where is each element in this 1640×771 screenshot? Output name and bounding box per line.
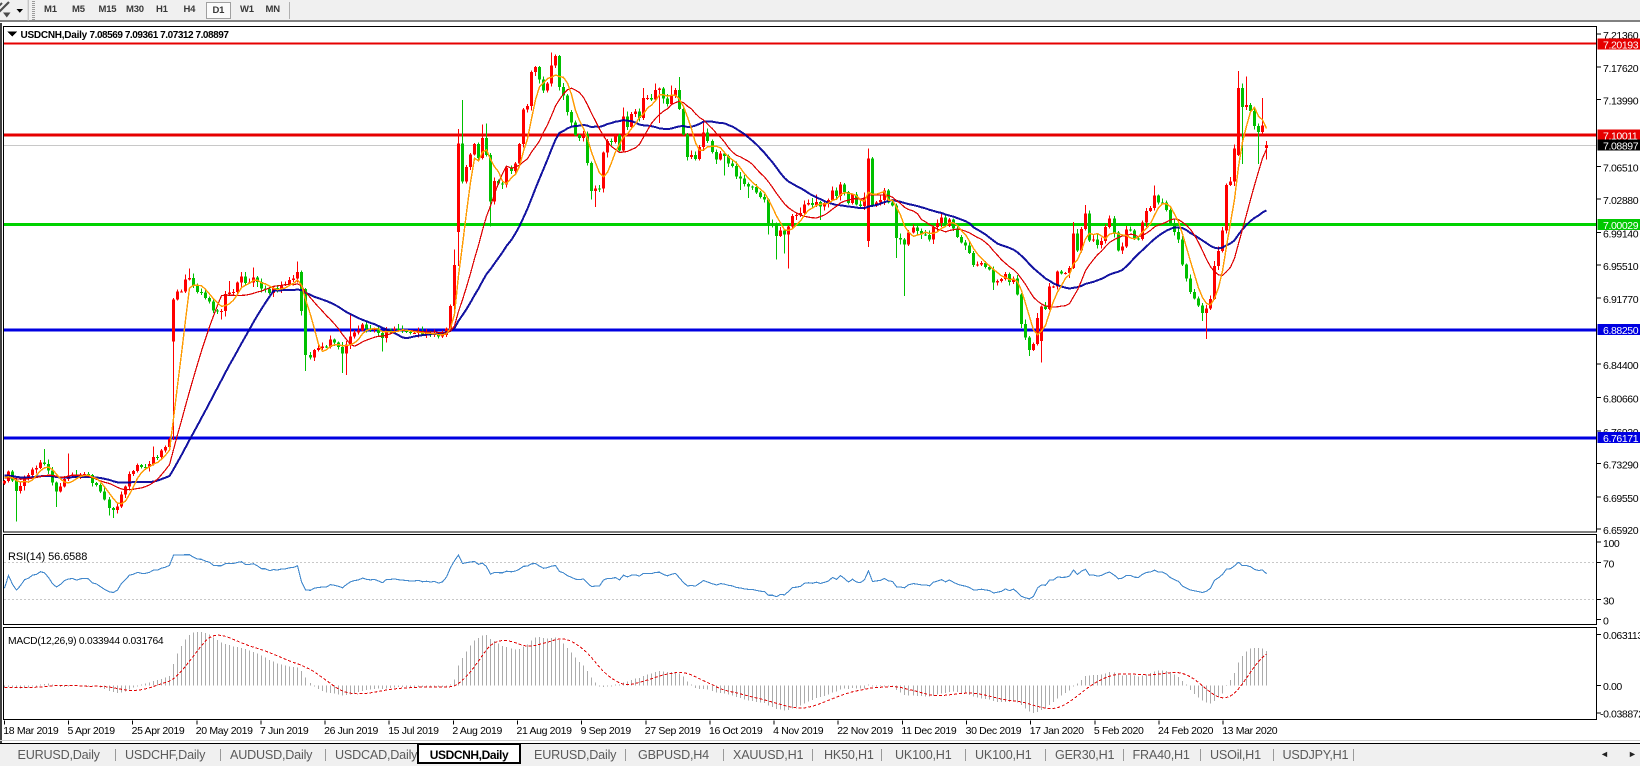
svg-text:7.08897: 7.08897: [1603, 141, 1639, 153]
svg-text:MACD(12,26,9) 0.033944 0.03176: MACD(12,26,9) 0.033944 0.031764: [8, 636, 164, 647]
svg-text:100: 100: [1603, 538, 1620, 550]
svg-text:7.02880: 7.02880: [1603, 195, 1639, 207]
svg-text:-0.038872: -0.038872: [1600, 709, 1640, 721]
svg-text:21 Aug 2019: 21 Aug 2019: [517, 725, 573, 737]
svg-text:4 Nov 2019: 4 Nov 2019: [773, 725, 824, 737]
svg-text:30 Dec 2019: 30 Dec 2019: [966, 725, 1022, 737]
svg-text:24 Feb 2020: 24 Feb 2020: [1158, 725, 1214, 737]
svg-text:6.88250: 6.88250: [1603, 325, 1639, 337]
svg-text:20 May 2019: 20 May 2019: [196, 725, 253, 737]
svg-text:6.69550: 6.69550: [1603, 493, 1639, 505]
svg-text:6.91770: 6.91770: [1603, 294, 1639, 306]
svg-text:18 Mar 2019: 18 Mar 2019: [3, 725, 59, 737]
svg-text:0: 0: [1603, 616, 1609, 628]
svg-text:7.13990: 7.13990: [1603, 96, 1639, 108]
svg-text:6.95510: 6.95510: [1603, 261, 1639, 273]
svg-text:13 Mar 2020: 13 Mar 2020: [1222, 725, 1278, 737]
svg-text:0.063113: 0.063113: [1603, 630, 1640, 642]
svg-text:6.73290: 6.73290: [1603, 459, 1639, 471]
svg-text:11 Dec 2019: 11 Dec 2019: [901, 725, 956, 737]
svg-text:7.08569 7.09361 7.07312 7.0889: 7.08569 7.09361 7.07312 7.08897: [90, 30, 230, 41]
svg-text:17 Jan 2020: 17 Jan 2020: [1030, 725, 1084, 737]
svg-text:7.17620: 7.17620: [1603, 63, 1639, 75]
svg-text:70: 70: [1603, 559, 1614, 571]
svg-text:25 Apr 2019: 25 Apr 2019: [132, 725, 185, 737]
svg-text:2 Aug 2019: 2 Aug 2019: [452, 725, 502, 737]
svg-text:22 Nov 2019: 22 Nov 2019: [837, 725, 893, 737]
svg-text:5 Apr 2019: 5 Apr 2019: [68, 725, 116, 737]
svg-text:6.76171: 6.76171: [1603, 433, 1639, 445]
svg-text:26 Jun 2019: 26 Jun 2019: [324, 725, 378, 737]
svg-text:30: 30: [1603, 596, 1614, 608]
svg-text:5 Feb 2020: 5 Feb 2020: [1094, 725, 1144, 737]
svg-text:7.00029: 7.00029: [1603, 220, 1639, 232]
svg-text:USDCNH,Daily: USDCNH,Daily: [21, 30, 88, 41]
svg-text:6.80660: 6.80660: [1603, 394, 1639, 406]
svg-text:7.06510: 7.06510: [1603, 163, 1639, 175]
svg-text:6.84400: 6.84400: [1603, 360, 1639, 372]
svg-text:9 Sep 2019: 9 Sep 2019: [581, 725, 632, 737]
svg-text:16 Oct 2019: 16 Oct 2019: [709, 725, 763, 737]
svg-text:27 Sep 2019: 27 Sep 2019: [645, 725, 701, 737]
svg-text:7.20193: 7.20193: [1603, 40, 1639, 52]
svg-text:6.65920: 6.65920: [1603, 525, 1639, 537]
svg-text:7 Jun 2019: 7 Jun 2019: [260, 725, 309, 737]
svg-text:RSI(14) 56.6588: RSI(14) 56.6588: [8, 551, 87, 563]
svg-text:15 Jul 2019: 15 Jul 2019: [388, 725, 439, 737]
svg-text:0.00: 0.00: [1603, 681, 1622, 693]
